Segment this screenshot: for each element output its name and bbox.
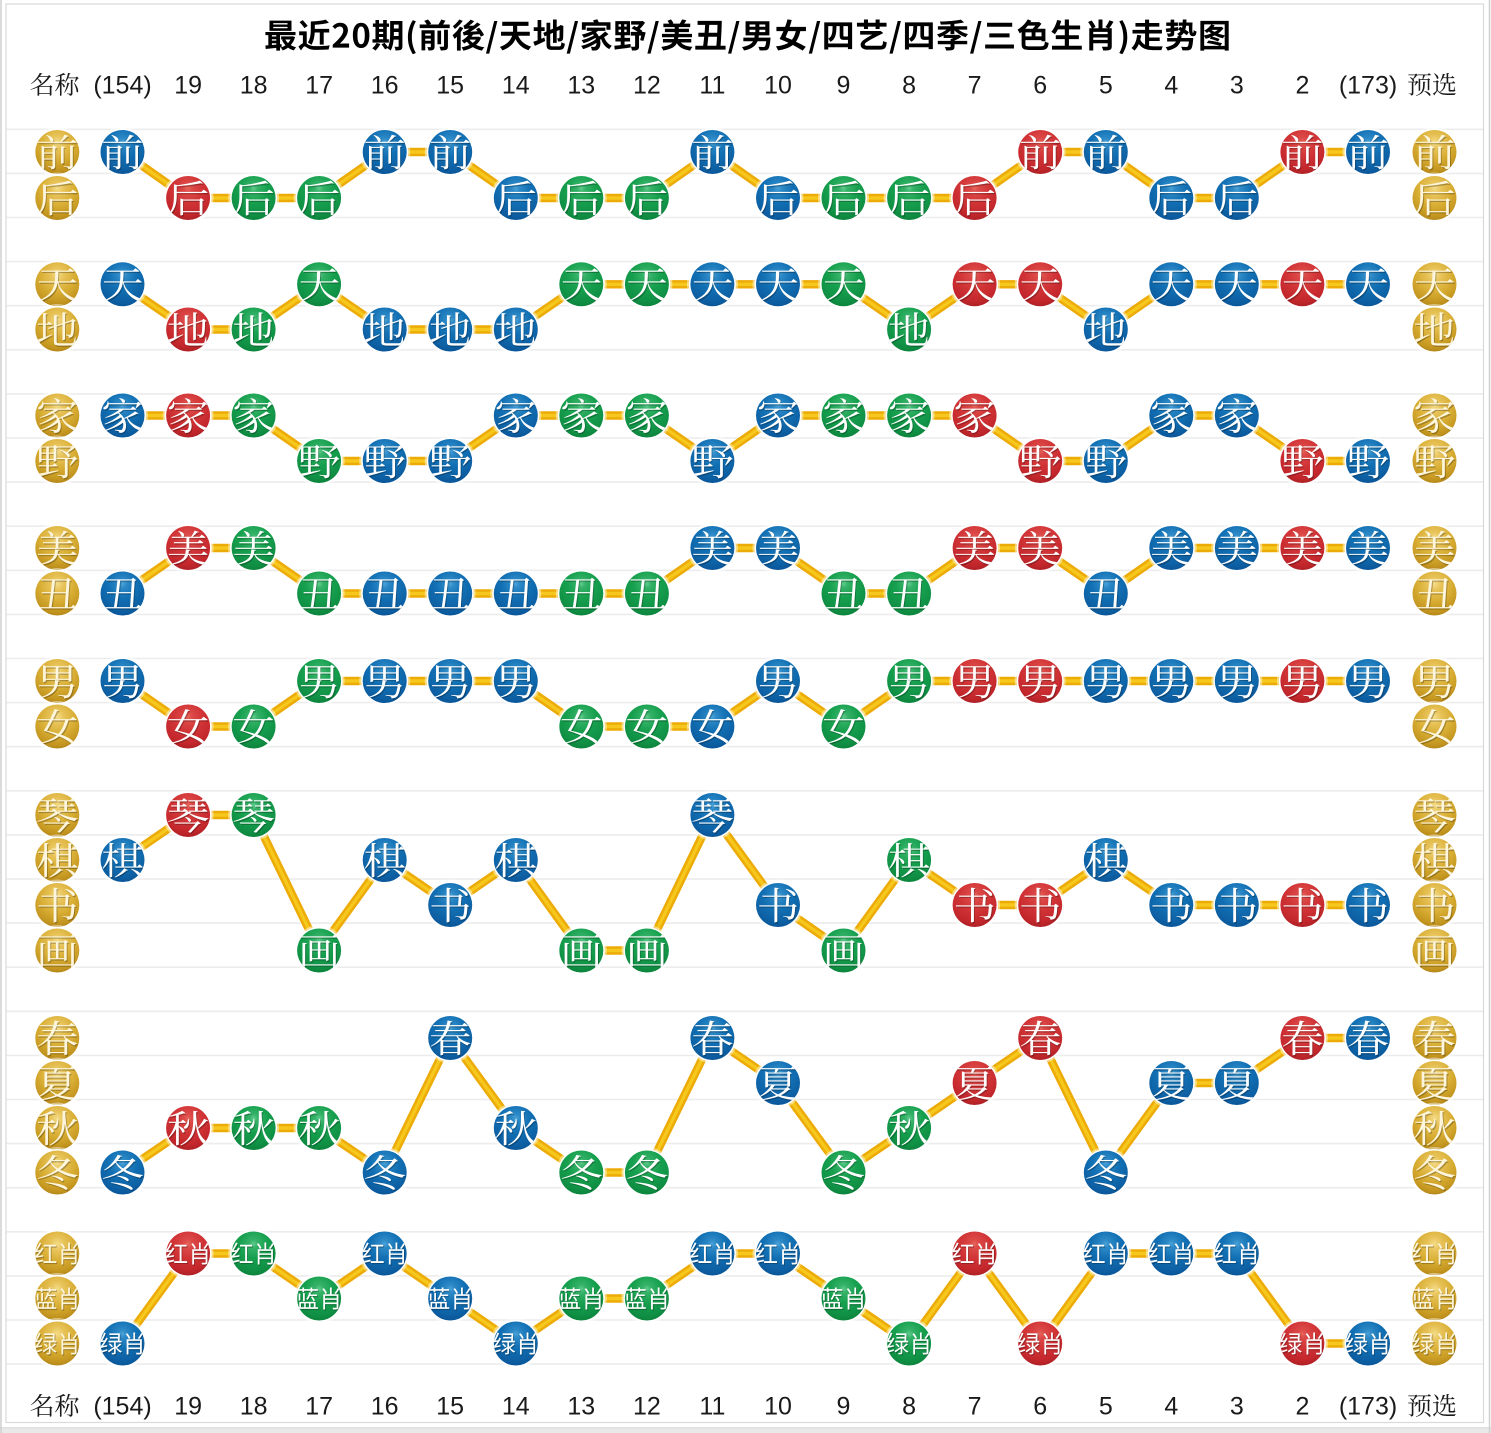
svg-text:4: 4: [1164, 1392, 1178, 1420]
svg-text:8: 8: [902, 1392, 916, 1420]
svg-text:19: 19: [174, 71, 202, 99]
svg-text:(173): (173): [1339, 71, 1397, 99]
svg-text:18: 18: [240, 1392, 268, 1420]
svg-text:12: 12: [633, 1392, 661, 1420]
svg-text:2: 2: [1295, 71, 1309, 99]
svg-text:14: 14: [502, 1392, 530, 1420]
svg-text:16: 16: [371, 1392, 399, 1420]
svg-text:2: 2: [1295, 1392, 1309, 1420]
svg-text:9: 9: [837, 71, 851, 99]
svg-text:15: 15: [436, 71, 464, 99]
svg-text:16: 16: [371, 71, 399, 99]
svg-text:19: 19: [174, 1392, 202, 1420]
svg-text:10: 10: [764, 71, 792, 99]
svg-text:6: 6: [1033, 71, 1047, 99]
svg-text:12: 12: [633, 71, 661, 99]
svg-text:8: 8: [902, 71, 916, 99]
svg-text:11: 11: [699, 1392, 725, 1420]
svg-text:4: 4: [1164, 71, 1178, 99]
svg-text:17: 17: [305, 71, 333, 99]
svg-text:(154): (154): [93, 1392, 151, 1420]
svg-text:3: 3: [1230, 1392, 1244, 1420]
svg-text:5: 5: [1099, 71, 1113, 99]
svg-text:(154): (154): [93, 71, 151, 99]
svg-text:13: 13: [567, 71, 595, 99]
svg-text:(173): (173): [1339, 1392, 1397, 1420]
svg-text:10: 10: [764, 1392, 792, 1420]
svg-text:7: 7: [968, 71, 982, 99]
svg-text:13: 13: [567, 1392, 595, 1420]
svg-text:11: 11: [699, 71, 725, 99]
svg-text:3: 3: [1230, 71, 1244, 99]
svg-text:14: 14: [502, 71, 530, 99]
svg-text:9: 9: [837, 1392, 851, 1420]
svg-text:5: 5: [1099, 1392, 1113, 1420]
svg-text:18: 18: [240, 71, 268, 99]
svg-text:7: 7: [968, 1392, 982, 1420]
svg-text:15: 15: [436, 1392, 464, 1420]
svg-text:17: 17: [305, 1392, 333, 1420]
svg-text:6: 6: [1033, 1392, 1047, 1420]
